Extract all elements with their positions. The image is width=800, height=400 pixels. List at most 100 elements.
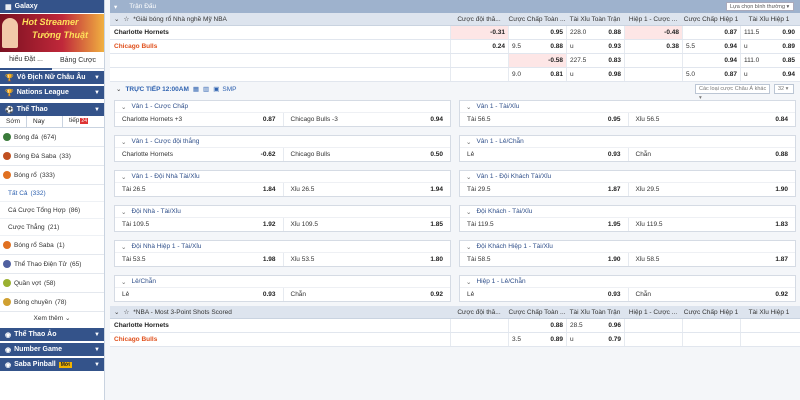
market-title-bar[interactable]: ⌄ Lẻ/Chẵn [115,276,450,288]
market-count-select[interactable]: 32 ▾ [774,84,794,94]
market-option[interactable]: Tài 58.5 1.90 [460,253,628,266]
odds-cell[interactable]: 0.94 [682,54,740,67]
chevron-down-icon[interactable]: ⌄ [114,16,120,23]
market-title-bar[interactable]: ⌄ Vân 1 - Đội Khách Tài/Xỉu [460,171,795,183]
tv-icon[interactable]: ▣ [213,86,220,93]
chart-icon[interactable]: ▥ [203,86,210,93]
sidebar-item[interactable]: Bóng chuyền (78) [0,293,104,312]
odds-cell[interactable]: 0.24 [450,40,508,53]
stats-icon[interactable]: ▦ [192,86,200,93]
expand-icon[interactable]: ⌄ [116,86,122,93]
market-option[interactable]: Chicago Bulls 0.50 [282,148,451,161]
promo-banner[interactable]: Hot Streamer Tướng Thuật [0,14,104,52]
market-title-bar[interactable]: ⌄ Vân 1 - Cược đội thắng [115,136,450,148]
market-title-bar[interactable]: ⌄ Vân 1 - Lẻ/Chẵn [460,136,795,148]
market-option[interactable]: Xỉu 29.5 1.90 [627,183,796,196]
market-title-bar[interactable]: ⌄ Vân 1 - Tài/Xỉu [460,101,795,113]
market-option[interactable]: Xỉu 109.5 1.85 [282,218,451,231]
market-option[interactable]: Xỉu 26.5 1.94 [282,183,451,196]
team-name: Charlotte Hornets [114,29,169,36]
market-option[interactable]: Tài 26.5 1.84 [115,183,283,196]
market-option[interactable]: Chicago Bulls -3 0.94 [282,113,451,126]
market-option[interactable]: Lẻ 0.93 [460,148,628,161]
sidebar-item[interactable]: Thể Thao Điện Tử (65) [0,255,104,274]
market-option[interactable]: Charlotte Hornets -0.62 [115,148,283,161]
sidebar-subitem[interactable]: Cược Thẳng (21) [0,219,104,236]
sidebar-subitem[interactable]: Cá Cược Tổng Hợp (86) [0,202,104,219]
market-option[interactable]: Chẵn 0.92 [282,288,451,301]
odds-cell[interactable]: 0.88 [508,319,566,332]
odds-cell[interactable]: 0.38 [624,40,682,53]
odds-cell[interactable]: 5.5 0.94 [682,40,740,53]
odds-cell[interactable]: 9.5 0.88 [508,40,566,53]
market-option[interactable]: Chẵn 0.88 [627,148,796,161]
section-sports[interactable]: ⚽ Thể Thao ▼ [0,103,104,116]
tab-early[interactable]: Sớm [6,118,21,125]
market-option[interactable]: Chẵn 0.92 [627,288,796,301]
section-number-game[interactable]: ◉ Number Game ▼ [0,343,104,356]
odds-cell[interactable]: 111.5 0.90 [740,26,798,39]
odds-cell[interactable]: 228.0 0.88 [566,26,624,39]
market-option[interactable]: Xỉu 56.5 0.84 [627,113,796,126]
market-title-bar[interactable]: ⌄ Đội Khách - Tài/Xỉu [460,206,795,218]
market-title-bar[interactable]: ⌄ Đội Nhà Hiệp 1 - Tài/Xỉu [115,241,450,253]
market-title-bar[interactable]: ⌄ Đội Khách Hiệp 1 - Tài/Xỉu [460,241,795,253]
galaxy-header[interactable]: ▦ Galaxy [0,0,104,13]
market-title-bar[interactable]: ⌄ Hiệp 1 - Lẻ/Chẵn [460,276,795,288]
sidebar-item[interactable]: Quần vợt (58) [0,274,104,293]
collapse-icon[interactable]: ▾ [114,3,118,11]
sort-select[interactable]: Lựa chọn bình thường ▾ [726,2,794,11]
section-saba-pinball[interactable]: ◉ Saba Pinball Mới ▼ [0,358,104,371]
odds-cell[interactable]: u 0.79 [566,333,624,346]
market-block: ⌄ Đội Nhà Hiệp 1 - Tài/Xỉu Tài 53.5 1.98 Xỉu… [114,240,451,267]
odds-cell[interactable]: u 0.98 [566,68,624,81]
market-title-bar[interactable]: ⌄ Đội Nhà - Tài/Xỉu [115,206,450,218]
show-more-button[interactable]: Xem thêm ⌄ [0,312,104,326]
odds-cell[interactable]: -0.48 [624,26,682,39]
odds-cell[interactable]: 227.5 0.83 [566,54,624,67]
subtab-betslip[interactable]: Bảng Cược [59,56,97,64]
odds-cell[interactable]: -0.58 [508,54,566,67]
star-icon[interactable]: ☆ [123,16,130,23]
odds-cell[interactable]: 0.95 [508,26,566,39]
market-option[interactable]: Charlotte Hornets +3 0.87 [115,113,283,126]
smp-link[interactable]: SMP [222,85,237,93]
odds-cell[interactable]: u 0.94 [740,68,798,81]
market-option[interactable]: Tài 119.5 1.95 [460,218,628,231]
market-option[interactable]: Tài 53.5 1.98 [115,253,283,266]
sort-select-value: Lựa chọn bình thường [730,4,786,10]
odds-cell[interactable]: u 0.89 [740,40,798,53]
sidebar-item[interactable]: Bóng Đá Saba (33) [0,147,104,166]
bet-type-select[interactable]: Các loại cược Châu Á khác ▾ [695,84,770,101]
odds-cell[interactable]: 5.0 0.87 [682,68,740,81]
market-option[interactable]: Tài 109.5 1.92 [115,218,283,231]
market-option[interactable]: Tài 56.5 0.95 [460,113,628,126]
odds-cell[interactable]: 111.0 0.85 [740,54,798,67]
market-title-bar[interactable]: ⌄ Vân 1 - Cược Chấp [115,101,450,113]
market-option[interactable]: Xỉu 58.5 1.87 [627,253,796,266]
market-option[interactable]: Xỉu 119.5 1.83 [627,218,796,231]
section-nations-league[interactable]: 🏆 Nations League ▼ [0,86,104,99]
odds-cell[interactable]: 9.0 0.81 [508,68,566,81]
subtab-guide[interactable]: hiểu Đặt ... [0,52,52,70]
odds-cell[interactable]: 0.87 [682,26,740,39]
odds-cell[interactable]: -0.31 [450,26,508,39]
sidebar-subitem[interactable]: Tất Cả (332) [0,185,104,202]
chevron-down-icon[interactable]: ⌄ [114,309,120,316]
market-option[interactable]: Lẻ 0.93 [115,288,283,301]
odds-cell[interactable]: 28.5 0.96 [566,319,624,332]
section-womens-euro[interactable]: 🏆 Vô Địch Nữ Châu Âu ▼ [0,71,104,84]
odds-line: 227.5 [570,57,587,64]
sidebar-item[interactable]: Bóng đá (674) [0,128,104,147]
sidebar-item[interactable]: Bóng rổ (333) [0,166,104,185]
sidebar-item[interactable]: Bóng rổ Saba (1) [0,236,104,255]
market-title-bar[interactable]: ⌄ Vân 1 - Đội Nhà Tài/Xỉu [115,171,450,183]
market-block: ⌄ Đội Khách - Tài/Xỉu Tài 119.5 1.95 Xỉu 119… [459,205,796,232]
odds-cell[interactable]: u 0.93 [566,40,624,53]
market-option[interactable]: Xỉu 53.5 1.80 [282,253,451,266]
section-virtual-sports[interactable]: ◉ Thể Thao Ảo ▼ [0,328,104,341]
market-option[interactable]: Tài 29.5 1.87 [460,183,628,196]
market-option[interactable]: Lẻ 0.93 [460,288,628,301]
odds-cell[interactable]: 3.5 0.89 [508,333,566,346]
star-icon[interactable]: ☆ [123,309,130,316]
